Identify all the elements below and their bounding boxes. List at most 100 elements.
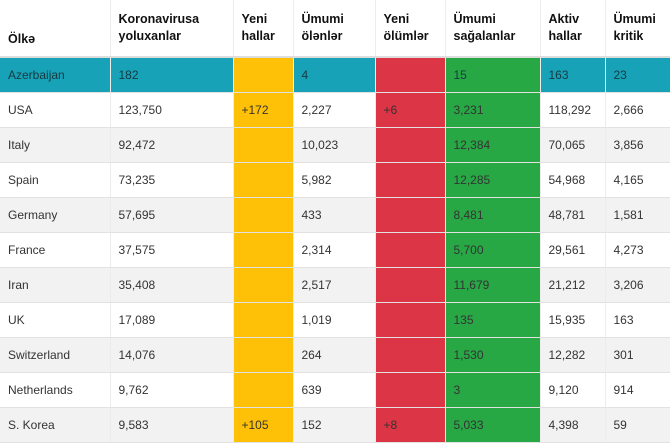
cell-active-cases: 48,781 <box>540 197 606 233</box>
cell-country: Azerbaijan <box>0 57 111 93</box>
cell-new-deaths <box>375 232 446 268</box>
cell-active-cases: 163 <box>540 57 606 93</box>
table-row: S. Korea 9,583 +105 152 +8 5,033 4,398 59 <box>0 407 670 443</box>
cell-infected: 37,575 <box>110 232 234 268</box>
cell-active-cases: 9,120 <box>540 372 606 408</box>
header-total-deaths[interactable]: Ümumi ölənlər <box>293 0 376 58</box>
cell-total-deaths: 264 <box>293 337 376 373</box>
cell-infected: 35,408 <box>110 267 234 303</box>
cell-new-cases <box>233 127 294 163</box>
header-active-cases[interactable]: Aktiv hallar <box>540 0 606 58</box>
cell-new-cases <box>233 162 294 198</box>
cell-active-cases: 118,292 <box>540 92 606 128</box>
cell-new-cases <box>233 57 294 93</box>
cell-country: France <box>0 232 111 268</box>
cell-total-deaths: 4 <box>293 57 376 93</box>
header-total-recovered[interactable]: Ümumi sağalanlar <box>445 0 541 58</box>
cell-total-critical: 1,581 <box>605 197 670 233</box>
cell-total-deaths: 5,982 <box>293 162 376 198</box>
cell-country: USA <box>0 92 111 128</box>
cell-total-deaths: 2,517 <box>293 267 376 303</box>
cell-infected: 92,472 <box>110 127 234 163</box>
cell-country: Italy <box>0 127 111 163</box>
cell-total-deaths: 1,019 <box>293 302 376 338</box>
cell-total-deaths: 152 <box>293 407 376 443</box>
cell-total-critical: 301 <box>605 337 670 373</box>
cell-new-cases <box>233 372 294 408</box>
header-new-cases[interactable]: Yeni hallar <box>233 0 294 58</box>
cell-infected: 9,583 <box>110 407 234 443</box>
table-row: Iran 35,408 2,517 11,679 21,212 3,206 <box>0 267 670 303</box>
cell-country: Netherlands <box>0 372 111 408</box>
cell-infected: 57,695 <box>110 197 234 233</box>
cell-active-cases: 4,398 <box>540 407 606 443</box>
table-row: Spain 73,235 5,982 12,285 54,968 4,165 <box>0 162 670 198</box>
cell-active-cases: 15,935 <box>540 302 606 338</box>
cell-new-deaths <box>375 302 446 338</box>
table-row: Italy 92,472 10,023 12,384 70,065 3,856 <box>0 127 670 163</box>
cell-new-cases <box>233 267 294 303</box>
cell-total-deaths: 2,314 <box>293 232 376 268</box>
cell-total-critical: 59 <box>605 407 670 443</box>
cell-new-deaths: +6 <box>375 92 446 128</box>
cell-country: S. Korea <box>0 407 111 443</box>
cell-new-deaths <box>375 372 446 408</box>
table-row: Switzerland 14,076 264 1,530 12,282 301 <box>0 337 670 373</box>
cell-total-deaths: 433 <box>293 197 376 233</box>
table-row: France 37,575 2,314 5,700 29,561 4,273 <box>0 232 670 268</box>
cell-new-cases: +105 <box>233 407 294 443</box>
cell-infected: 182 <box>110 57 234 93</box>
header-country[interactable]: Ölkə <box>0 0 111 58</box>
table-row: Germany 57,695 433 8,481 48,781 1,581 <box>0 197 670 233</box>
cell-new-deaths <box>375 127 446 163</box>
cell-new-deaths <box>375 162 446 198</box>
cell-infected: 9,762 <box>110 372 234 408</box>
cell-new-cases <box>233 197 294 233</box>
table-row: Netherlands 9,762 639 3 9,120 914 <box>0 372 670 408</box>
cell-country: Iran <box>0 267 111 303</box>
cell-new-deaths <box>375 337 446 373</box>
cell-infected: 17,089 <box>110 302 234 338</box>
cell-infected: 73,235 <box>110 162 234 198</box>
cell-infected: 123,750 <box>110 92 234 128</box>
cell-total-recovered: 8,481 <box>445 197 541 233</box>
table-body: Azerbaijan 182 4 15 163 23 USA 123,750 +172 2,227… <box>0 57 670 443</box>
cell-total-recovered: 3,231 <box>445 92 541 128</box>
table-row: USA 123,750 +172 2,227 +6 3,231 118,292 2,666 <box>0 92 670 128</box>
cell-total-deaths: 2,227 <box>293 92 376 128</box>
cell-total-critical: 3,206 <box>605 267 670 303</box>
cell-total-critical: 3,856 <box>605 127 670 163</box>
header-total-critical[interactable]: Ümumi kritik <box>605 0 670 58</box>
cell-total-critical: 4,165 <box>605 162 670 198</box>
cell-new-deaths <box>375 197 446 233</box>
cell-total-recovered: 12,384 <box>445 127 541 163</box>
cell-total-deaths: 10,023 <box>293 127 376 163</box>
cell-country: Germany <box>0 197 111 233</box>
cell-total-critical: 23 <box>605 57 670 93</box>
cell-total-recovered: 3 <box>445 372 541 408</box>
table-row: UK 17,089 1,019 135 15,935 163 <box>0 302 670 338</box>
cell-new-cases <box>233 302 294 338</box>
cell-total-recovered: 1,530 <box>445 337 541 373</box>
cell-total-recovered: 11,679 <box>445 267 541 303</box>
cell-new-cases: +172 <box>233 92 294 128</box>
cell-total-recovered: 15 <box>445 57 541 93</box>
header-infected[interactable]: Koronavirusa yoluxanlar <box>110 0 234 58</box>
cell-new-deaths: +8 <box>375 407 446 443</box>
cell-new-cases <box>233 337 294 373</box>
cell-active-cases: 29,561 <box>540 232 606 268</box>
cell-total-recovered: 5,700 <box>445 232 541 268</box>
cell-infected: 14,076 <box>110 337 234 373</box>
cell-country: UK <box>0 302 111 338</box>
cell-new-deaths <box>375 57 446 93</box>
cell-total-deaths: 639 <box>293 372 376 408</box>
cell-country: Spain <box>0 162 111 198</box>
cell-total-critical: 2,666 <box>605 92 670 128</box>
cell-total-recovered: 12,285 <box>445 162 541 198</box>
cell-active-cases: 12,282 <box>540 337 606 373</box>
header-new-deaths[interactable]: Yeni ölümlər <box>375 0 446 58</box>
cell-active-cases: 70,065 <box>540 127 606 163</box>
table-row-highlighted: Azerbaijan 182 4 15 163 23 <box>0 57 670 93</box>
cell-total-critical: 163 <box>605 302 670 338</box>
